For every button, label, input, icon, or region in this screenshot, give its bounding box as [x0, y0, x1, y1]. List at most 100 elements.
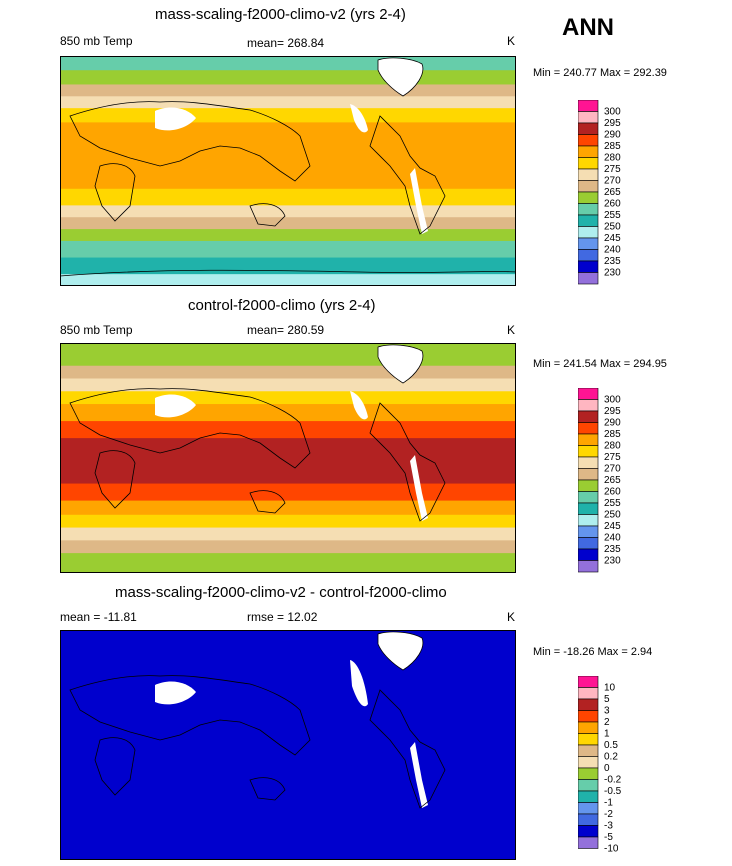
colorbar-box-3: [578, 134, 599, 147]
himalaya: [155, 107, 196, 131]
field-band-6: [60, 438, 516, 485]
colorbar-tick-label: -1: [604, 798, 613, 809]
colorbar-box-8: [578, 479, 599, 492]
colorbar-box-12: [578, 237, 599, 250]
colorbar-box-6: [578, 744, 599, 757]
field-band-9: [60, 229, 516, 242]
panel-3-field: [60, 630, 516, 860]
colorbar-box-13: [578, 825, 599, 838]
panel-3-rmse-label: rmse = 12.02: [247, 610, 318, 624]
panel-1-land: [60, 57, 516, 277]
colorbar-tick-label: 240: [604, 533, 621, 544]
colorbar-box-0: [578, 100, 599, 112]
season-label: ANN: [562, 14, 614, 41]
field-band-5: [60, 421, 516, 439]
colorbar-tick-label: 270: [604, 176, 621, 187]
colorbar-tick-label: 230: [604, 556, 621, 567]
field-band-1: [60, 365, 516, 379]
colorbar-box-0: [578, 388, 599, 400]
colorbar-box-14: [578, 260, 599, 273]
colorbar-box-8: [578, 191, 599, 204]
panel-1-mean-label: mean= 268.84: [247, 36, 325, 50]
colorbar-tick-label: 275: [604, 452, 621, 463]
rockies: [350, 104, 368, 133]
field-band-0: [60, 630, 516, 860]
colorbar-tick-label: -2: [604, 809, 613, 820]
panel-1-units: K: [507, 34, 516, 48]
colorbar-box-5: [578, 733, 599, 746]
field-band-6: [60, 188, 516, 206]
colorbar-box-8: [578, 767, 599, 780]
colorbar-box-10: [578, 214, 599, 227]
colorbar-box-6: [578, 456, 599, 469]
colorbar-tick-label: 275: [604, 164, 621, 175]
antarctica-coast: [60, 269, 516, 277]
colorbar-box-2: [578, 122, 599, 135]
colorbar-box-12: [578, 813, 599, 826]
colorbar-tick-label: 0.5: [604, 740, 618, 751]
field-band-11: [60, 540, 516, 554]
colorbar-tick-label: -0.2: [604, 775, 622, 786]
colorbar-tick-label: 0: [604, 763, 610, 774]
field-band-4: [60, 404, 516, 422]
field-band-10: [60, 240, 516, 259]
colorbar-box-9: [578, 203, 599, 216]
colorbar-box-7: [578, 180, 599, 193]
panel-3-features: [69, 631, 516, 809]
colorbar-box-4: [578, 145, 599, 158]
colorbar-tick-label: 250: [604, 222, 621, 233]
colorbar-box-1: [578, 687, 599, 700]
colorbar-tick-label: 245: [604, 521, 621, 532]
panel-3-units: K: [507, 610, 516, 624]
panel-2-field: [60, 343, 516, 573]
colorbar-box-11: [578, 226, 599, 239]
panel-2-variable-label: 850 mb Temp: [60, 323, 133, 337]
panel-3-title: mass-scaling-f2000-climo-v2 - control-f2…: [115, 584, 447, 601]
andes: [410, 168, 428, 234]
colorbar-tick-label: 2: [604, 717, 610, 728]
panel-3-minmax: Min = -18.26 Max = 2.94: [533, 646, 653, 658]
panel-2-colorbar: 3002952902852802752702652602552502452402…: [578, 388, 621, 573]
colorbar-box-1: [578, 111, 599, 124]
colorbar-box-11: [578, 802, 599, 815]
field-band-9: [60, 514, 516, 529]
colorbar-tick-label: -3: [604, 821, 613, 832]
field-band-12: [60, 274, 516, 286]
colorbar-box-14: [578, 548, 599, 561]
colorbar-tick-label: 245: [604, 233, 621, 244]
colorbar-tick-label: 300: [604, 395, 621, 406]
field-band-7: [60, 483, 516, 502]
panel-2-land: [69, 344, 446, 522]
panel-1-field: [60, 56, 516, 286]
field-band-5: [60, 122, 516, 190]
colorbar-box-2: [578, 698, 599, 711]
colorbar-box-7: [578, 756, 599, 769]
colorbar-tick-label: 265: [604, 475, 621, 486]
colorbar-tick-label: 1: [604, 729, 610, 740]
colorbar-tick-label: 260: [604, 487, 621, 498]
colorbar-tick-label: 285: [604, 141, 621, 152]
colorbar-box-11: [578, 514, 599, 527]
colorbar-tick-label: 290: [604, 130, 621, 141]
colorbar-box-2: [578, 410, 599, 423]
panel-2-title: control-f2000-climo (yrs 2-4): [188, 297, 376, 314]
colorbar-box-6: [578, 168, 599, 181]
colorbar-box-5: [578, 445, 599, 458]
panel-1-minmax: Min = 240.77 Max = 292.39: [533, 67, 667, 79]
colorbar-tick-label: 0.2: [604, 752, 618, 763]
colorbar-box-4: [578, 721, 599, 734]
field-band-1: [60, 70, 516, 85]
colorbar-tick-label: 280: [604, 441, 621, 452]
colorbar-tick-label: 255: [604, 498, 621, 509]
colorbar-tick-label: -0.5: [604, 786, 622, 797]
colorbar-tick-label: 250: [604, 510, 621, 521]
field-band-2: [60, 84, 516, 97]
colorbar-tick-label: 270: [604, 464, 621, 475]
colorbar-box-9: [578, 491, 599, 504]
field-band-3: [60, 391, 516, 405]
field-band-0: [60, 343, 516, 367]
colorbar-box-7: [578, 468, 599, 481]
colorbar-tick-label: 235: [604, 256, 621, 267]
panel-3-mean-label: mean = -11.81: [60, 610, 137, 624]
